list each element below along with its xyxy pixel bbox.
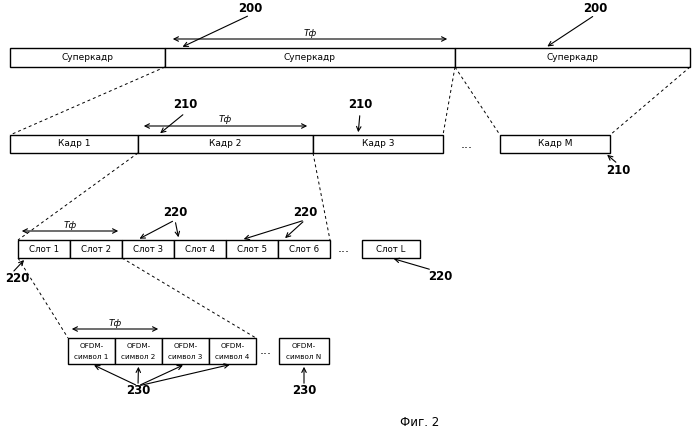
Text: ...: ... bbox=[260, 344, 272, 358]
Text: 210: 210 bbox=[173, 98, 197, 111]
Bar bbox=[278, 240, 330, 258]
Text: Суперкадр: Суперкадр bbox=[62, 53, 113, 62]
Bar bbox=[68, 338, 115, 364]
Text: Кадр M: Кадр M bbox=[538, 140, 573, 149]
Bar bbox=[165, 48, 455, 67]
Text: Кадр 1: Кадр 1 bbox=[57, 140, 90, 149]
Bar bbox=[362, 240, 420, 258]
Text: Слот 5: Слот 5 bbox=[237, 245, 267, 254]
Text: OFDM-: OFDM- bbox=[292, 343, 316, 349]
Bar bbox=[455, 48, 690, 67]
Text: ...: ... bbox=[461, 137, 473, 150]
Text: 200: 200 bbox=[583, 1, 607, 15]
Bar bbox=[138, 135, 313, 153]
Text: 230: 230 bbox=[292, 384, 316, 397]
Text: 220: 220 bbox=[428, 270, 452, 283]
Text: Фиг. 2: Фиг. 2 bbox=[400, 416, 440, 429]
Text: Суперкадр: Суперкадр bbox=[547, 53, 598, 62]
Bar bbox=[209, 338, 256, 364]
Text: символ 1: символ 1 bbox=[74, 354, 108, 360]
Text: символ 2: символ 2 bbox=[121, 354, 155, 360]
Text: символ 3: символ 3 bbox=[168, 354, 203, 360]
Text: Слот 6: Слот 6 bbox=[289, 245, 319, 254]
Bar bbox=[10, 135, 138, 153]
Text: 220: 220 bbox=[293, 206, 317, 219]
Bar bbox=[115, 338, 162, 364]
Bar bbox=[500, 135, 610, 153]
Text: символ N: символ N bbox=[286, 354, 321, 360]
Text: OFDM-: OFDM- bbox=[220, 343, 244, 349]
Text: Tф: Tф bbox=[219, 115, 232, 124]
Text: символ 4: символ 4 bbox=[216, 354, 250, 360]
Text: Слот L: Слот L bbox=[377, 245, 406, 254]
Text: OFDM-: OFDM- bbox=[174, 343, 197, 349]
Text: Кадр 3: Кадр 3 bbox=[362, 140, 394, 149]
Bar bbox=[313, 135, 443, 153]
Text: OFDM-: OFDM- bbox=[127, 343, 150, 349]
Text: Слот 3: Слот 3 bbox=[133, 245, 163, 254]
Text: Слот 1: Слот 1 bbox=[29, 245, 59, 254]
Text: ...: ... bbox=[338, 242, 350, 255]
Text: Слот 2: Слот 2 bbox=[81, 245, 111, 254]
Bar bbox=[174, 240, 226, 258]
Bar bbox=[70, 240, 122, 258]
Text: 220: 220 bbox=[163, 206, 187, 219]
Text: Tф: Tф bbox=[64, 220, 76, 229]
Bar bbox=[10, 48, 165, 67]
Text: Суперкадр: Суперкадр bbox=[284, 53, 336, 62]
Bar bbox=[279, 338, 329, 364]
Bar bbox=[18, 240, 70, 258]
Text: Tф: Tф bbox=[108, 318, 122, 327]
Text: 210: 210 bbox=[348, 98, 372, 111]
Text: OFDM-: OFDM- bbox=[79, 343, 104, 349]
Text: Кадр 2: Кадр 2 bbox=[209, 140, 241, 149]
Text: 200: 200 bbox=[238, 1, 262, 15]
Text: 210: 210 bbox=[606, 165, 630, 178]
Text: 220: 220 bbox=[5, 271, 29, 285]
Text: Tф: Tф bbox=[303, 29, 316, 38]
Text: 230: 230 bbox=[126, 384, 150, 397]
Bar bbox=[162, 338, 209, 364]
Text: Слот 4: Слот 4 bbox=[185, 245, 215, 254]
Bar bbox=[122, 240, 174, 258]
Bar bbox=[226, 240, 278, 258]
